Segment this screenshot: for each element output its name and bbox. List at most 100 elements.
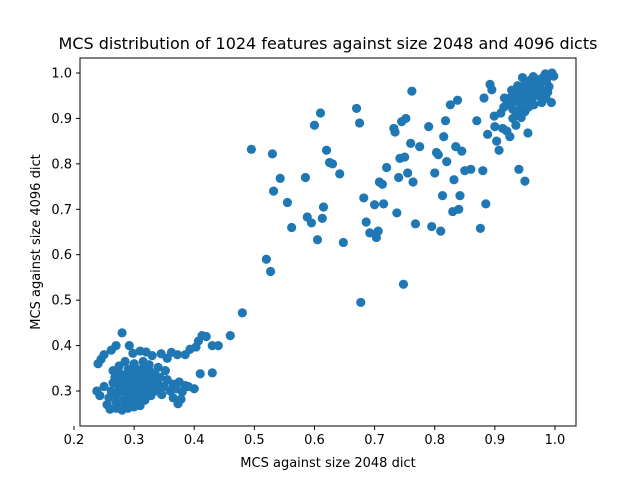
data-point: [499, 102, 509, 112]
data-point: [523, 128, 533, 138]
data-point: [479, 93, 489, 103]
data-point: [478, 166, 488, 176]
data-point: [401, 113, 411, 124]
data-point: [361, 217, 371, 227]
y-tick-label: 0.7: [51, 203, 72, 218]
x-tick-label: 0.5: [244, 433, 265, 448]
x-tick-label: 0.9: [484, 433, 505, 448]
data-point: [400, 152, 410, 162]
data-point: [466, 164, 476, 174]
data-point: [157, 390, 167, 400]
data-point: [433, 150, 443, 160]
data-point: [522, 100, 532, 110]
data-point: [514, 91, 524, 101]
data-point: [390, 127, 400, 137]
data-point: [507, 85, 517, 95]
data-point: [160, 365, 170, 376]
data-point: [475, 223, 486, 233]
data-point: [394, 172, 404, 183]
y-tick-label: 0.8: [51, 157, 72, 172]
data-point: [549, 71, 559, 81]
data-point: [261, 254, 271, 264]
data-point: [526, 78, 537, 88]
data-point: [410, 219, 421, 229]
data-point: [317, 213, 327, 223]
data-point: [436, 226, 446, 236]
data-point: [172, 350, 182, 360]
data-point: [449, 175, 459, 185]
data-point: [306, 218, 317, 228]
data-point: [138, 393, 148, 403]
data-point: [312, 235, 323, 245]
data-point: [124, 340, 134, 351]
x-tick-label: 0.4: [184, 433, 205, 448]
data-point: [415, 141, 425, 152]
data-point: [540, 69, 550, 79]
y-tick-label: 1.0: [51, 66, 72, 81]
data-point: [369, 200, 380, 210]
data-point: [309, 120, 320, 130]
data-point: [300, 172, 311, 183]
data-point: [359, 193, 369, 203]
data-point: [505, 97, 516, 108]
data-point: [351, 103, 362, 114]
points-layer: [92, 68, 559, 415]
data-point: [356, 297, 366, 308]
y-axis-label: MCS against size 4096 dict: [29, 154, 44, 329]
data-point: [246, 144, 256, 154]
data-point: [406, 138, 416, 149]
data-point: [440, 116, 451, 126]
data-point: [129, 359, 139, 369]
data-point: [99, 381, 109, 392]
x-tick-label: 0.3: [124, 433, 145, 448]
x-axis-label: MCS against size 2048 dict: [240, 456, 415, 471]
data-point: [529, 91, 540, 101]
data-point: [537, 97, 547, 108]
x-axis: 0.2 0.3 0.4 0.5 0.6 0.7 0.8 0.9 1.0: [64, 426, 565, 448]
data-point: [407, 86, 417, 96]
data-point: [119, 386, 129, 396]
data-point: [275, 173, 285, 183]
data-point: [237, 308, 247, 318]
data-point: [511, 120, 521, 130]
data-point: [120, 356, 130, 367]
data-point: [455, 191, 465, 201]
data-point: [543, 87, 553, 97]
y-tick-label: 0.6: [51, 248, 72, 263]
data-point: [151, 378, 161, 388]
data-point: [201, 331, 211, 342]
data-point: [546, 97, 556, 108]
data-point: [213, 340, 223, 351]
data-point: [265, 266, 276, 277]
data-point: [114, 368, 124, 378]
data-point: [541, 76, 552, 86]
data-point: [490, 122, 500, 132]
data-point: [282, 197, 293, 208]
data-point: [176, 394, 186, 404]
data-point: [472, 116, 482, 126]
data-point: [481, 199, 491, 209]
data-point: [268, 186, 279, 196]
data-point: [338, 237, 348, 248]
y-tick-label: 0.3: [51, 385, 72, 400]
data-point: [452, 95, 463, 105]
data-point: [514, 164, 524, 174]
data-point: [511, 109, 522, 119]
data-point: [189, 384, 199, 394]
data-point: [483, 129, 493, 139]
data-point: [147, 350, 157, 361]
data-point: [321, 145, 332, 155]
data-point: [379, 199, 389, 209]
data-point: [225, 330, 235, 341]
data-point: [439, 132, 449, 142]
data-point: [145, 386, 155, 396]
y-tick-label: 0.5: [51, 294, 72, 309]
data-point: [454, 204, 464, 214]
x-tick-label: 0.2: [64, 433, 85, 448]
data-point: [437, 191, 448, 201]
y-axis: 0.3 0.4 0.5 0.6 0.7 0.8 0.9 1.0: [51, 66, 80, 400]
chart-title: MCS distribution of 1024 features agains…: [59, 34, 598, 53]
data-point: [354, 118, 365, 128]
data-point: [382, 162, 392, 173]
